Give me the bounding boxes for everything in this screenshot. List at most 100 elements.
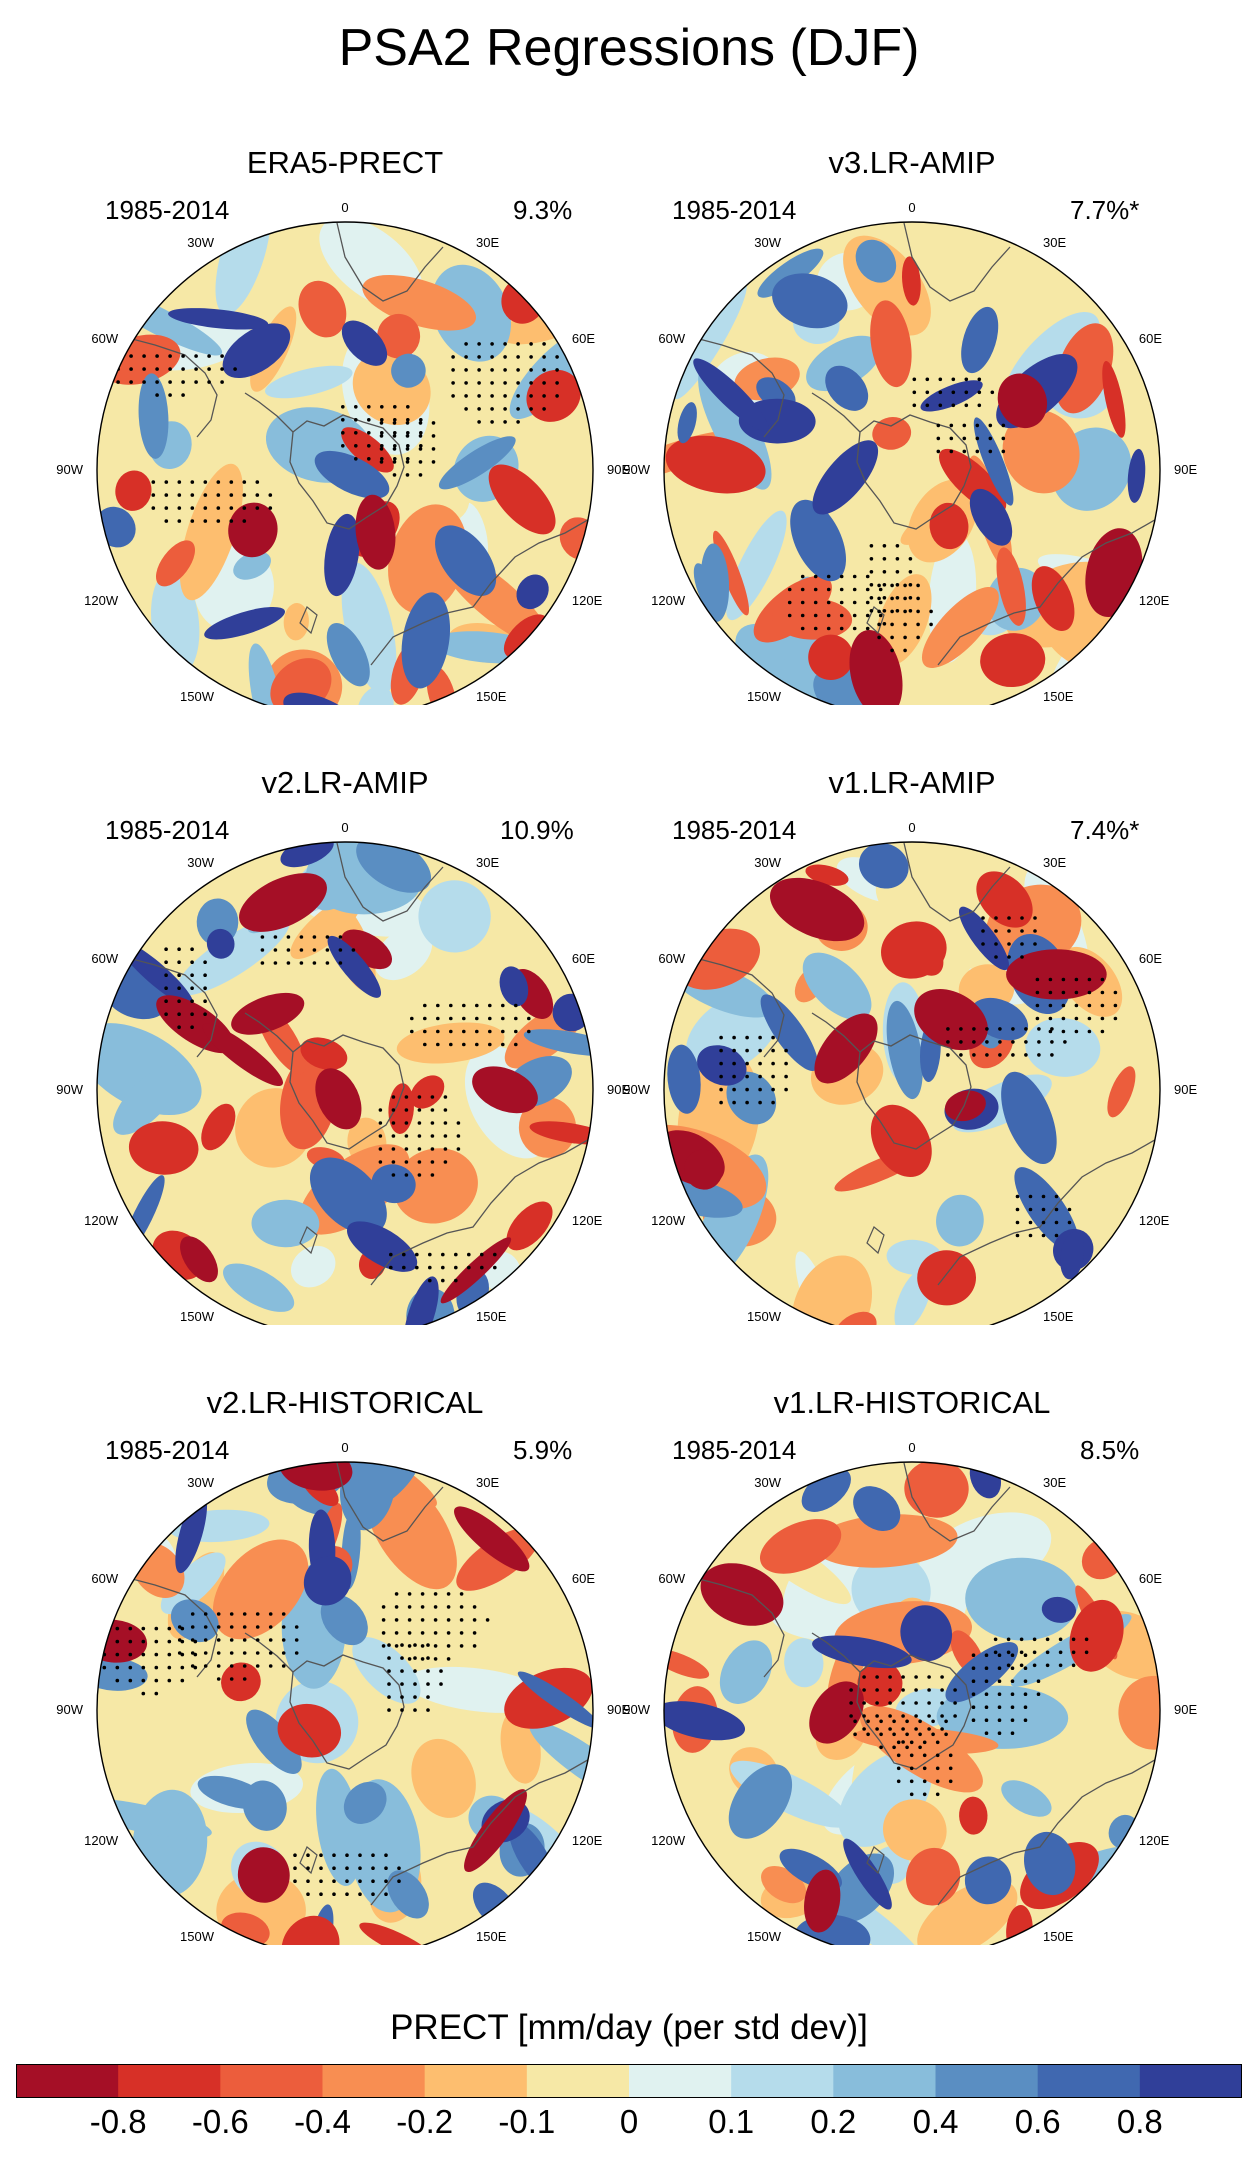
significance-dot (472, 1618, 477, 1622)
significance-dot (441, 1252, 445, 1257)
significance-dot (1006, 1650, 1011, 1655)
significance-dot (154, 1665, 159, 1670)
significance-dot (220, 380, 224, 384)
significance-dot (194, 380, 198, 384)
significance-dot (181, 380, 185, 384)
significance-dot (1061, 1003, 1066, 1008)
significance-dot (813, 600, 818, 605)
significance-dot (758, 1074, 762, 1079)
longitude-label: 60E (1139, 951, 1162, 966)
significance-dot (433, 1605, 438, 1609)
significance-dot (877, 596, 881, 601)
precip-anomaly-blob (882, 1799, 947, 1861)
significance-dot (994, 942, 998, 946)
significance-dot (1006, 1637, 1011, 1642)
significance-dot (400, 1643, 404, 1647)
precip-anomaly-blob (206, 928, 235, 959)
longitude-label: 150E (1043, 1929, 1074, 1944)
significance-dot (719, 1061, 723, 1066)
significance-dot (354, 444, 358, 448)
significance-dot (948, 1779, 953, 1784)
significance-dot (985, 1053, 989, 1057)
panel-variance-pct: 9.3% (513, 195, 573, 225)
significance-dot (443, 1108, 448, 1112)
significance-dot (242, 1651, 247, 1655)
significance-dot (420, 1605, 425, 1609)
colorbar-title: PRECT [mm/day (per std dev)] (390, 2008, 868, 2047)
significance-dot (426, 1682, 430, 1686)
significance-dot (306, 1879, 310, 1883)
significance-dot (115, 1639, 120, 1644)
significance-dot (503, 355, 507, 359)
significance-dot (207, 380, 211, 384)
significance-dot (216, 480, 221, 484)
significance-dot (216, 1651, 221, 1655)
significance-dot (853, 1719, 857, 1724)
precip-anomaly-blob (1001, 1071, 1057, 1165)
significance-dot (903, 609, 907, 614)
significance-dot (971, 1705, 976, 1709)
significance-dot (493, 1252, 497, 1257)
significance-dot (391, 1121, 396, 1125)
precip-anomaly-blob (1006, 949, 1107, 1000)
significance-dot (909, 1792, 914, 1797)
longitude-label: 150W (747, 1929, 782, 1944)
significance-dot (869, 570, 874, 574)
significance-dot (426, 1643, 430, 1647)
significance-dot (866, 1719, 870, 1724)
significance-dot (190, 493, 195, 497)
significance-dot (892, 1732, 896, 1737)
precip-anomaly-blob (719, 1640, 773, 1704)
significance-dot (354, 405, 358, 409)
significance-dot (294, 1651, 299, 1655)
longitude-label: 120W (651, 1213, 686, 1228)
precip-anomaly-blob (905, 1847, 961, 1906)
longitude-label: 30E (1043, 1475, 1066, 1490)
precip-anomaly-blob (526, 369, 581, 422)
significance-dot (826, 626, 831, 631)
significance-dot (903, 583, 907, 588)
significance-dot (436, 1029, 440, 1034)
significance-dot (936, 423, 941, 428)
precip-anomaly-blob (914, 989, 988, 1051)
significance-dot (890, 609, 894, 614)
antarctic-peninsula-coastline (244, 1632, 294, 1673)
significance-dot (367, 457, 371, 461)
significance-dot (787, 613, 792, 618)
significance-dot (164, 999, 168, 1003)
significance-dot (1035, 977, 1040, 982)
significance-dot (877, 622, 881, 627)
significance-dot (922, 1753, 927, 1758)
significance-dot (443, 1121, 448, 1125)
significance-dot (404, 1147, 409, 1151)
significance-dot (555, 394, 559, 398)
significance-dot (1019, 1637, 1024, 1642)
significance-dot (927, 1688, 931, 1692)
colorbar-segment (16, 2064, 119, 2098)
precip-anomaly-blob (315, 1068, 362, 1130)
significance-dot (1015, 1220, 1020, 1225)
significance-dot (503, 420, 507, 424)
significance-dot (927, 1727, 931, 1731)
significance-dot (882, 596, 887, 600)
significance-dot (116, 380, 120, 384)
significance-dot (909, 1740, 914, 1745)
significance-dot (268, 1664, 273, 1668)
significance-dot (875, 1727, 879, 1731)
precip-anomaly-blob (812, 440, 879, 515)
precip-anomaly-blob (886, 1000, 923, 1100)
precip-anomaly-blob (246, 1709, 302, 1774)
significance-dot (732, 1061, 736, 1066)
significance-dot (1045, 1650, 1050, 1655)
significance-dot (896, 1740, 901, 1745)
significance-dot (116, 354, 120, 358)
significance-dot (433, 1618, 438, 1622)
precip-anomaly-blob (221, 1662, 261, 1702)
significance-dot (908, 557, 913, 561)
significance-dot (168, 367, 172, 371)
significance-dot (732, 1074, 736, 1079)
significance-dot (984, 1679, 989, 1683)
significance-dot (905, 1719, 909, 1724)
significance-dot (332, 1892, 336, 1896)
significance-dot (354, 431, 358, 435)
